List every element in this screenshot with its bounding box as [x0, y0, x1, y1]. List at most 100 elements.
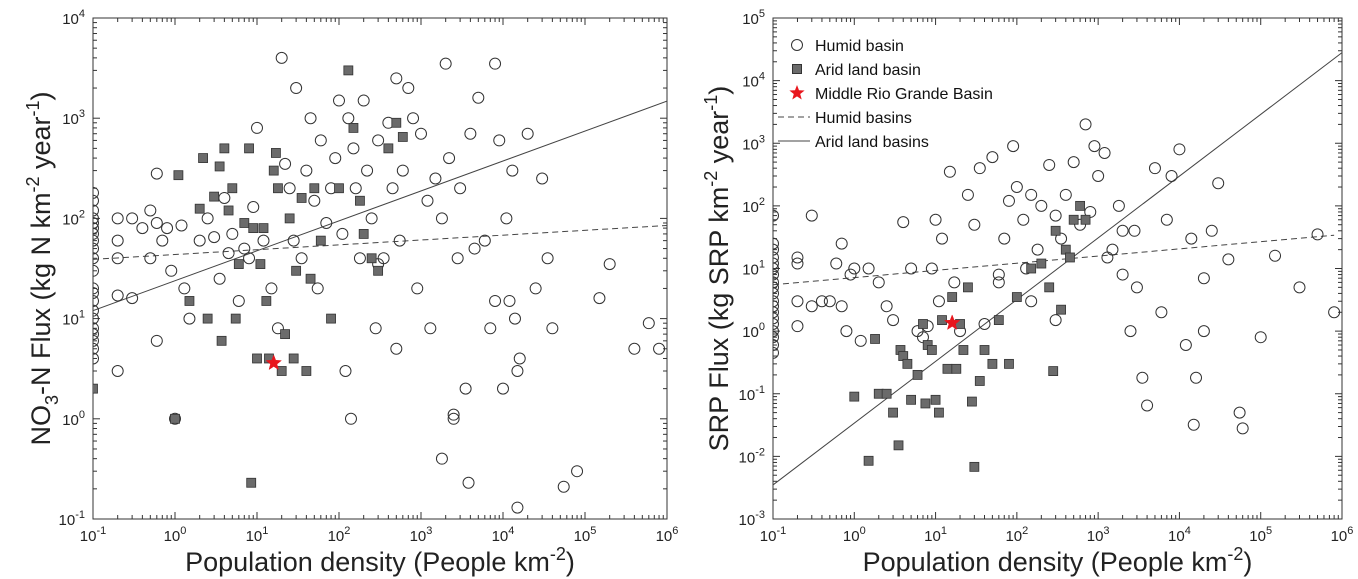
y-tick-label: 101	[62, 309, 85, 329]
humid-basin-point	[93, 252, 99, 265]
plot-frame	[92, 17, 668, 520]
x-tick-label: 10-1	[80, 525, 106, 545]
humid-basin-point	[283, 182, 296, 195]
arid-basin-point	[355, 195, 365, 206]
legend-label: Humid basins	[815, 110, 912, 127]
x-tick-label: 105	[1249, 525, 1272, 545]
humid-basin-point	[929, 213, 942, 226]
arid-basin-point	[1056, 304, 1066, 315]
srp-flux-panel: 10-1 100 101 102 103 104 105 106 10-3 10-2 10-1 100…	[701, 8, 1353, 577]
humid-basin-point	[791, 320, 804, 333]
humid-basin-point	[156, 234, 169, 247]
humid-basin-point	[830, 257, 843, 270]
humid-basin-point	[183, 312, 196, 325]
x-tick-label: 104	[1168, 525, 1191, 545]
arid-basin-point	[863, 455, 874, 466]
arid-basin-point	[958, 345, 969, 355]
humid-basin-point	[773, 209, 779, 222]
arid-basin-point	[223, 205, 234, 216]
arid-basin-point	[291, 265, 302, 276]
humid-basin-point	[447, 408, 460, 421]
humid-basin-point	[773, 312, 779, 325]
humid-basin-point	[557, 480, 570, 493]
humid-basin-point	[1190, 371, 1203, 384]
arid-basin-point	[1044, 282, 1055, 293]
humid-basin-point	[93, 264, 99, 277]
humid-basin-point	[773, 257, 779, 270]
legend-humid-marker	[791, 39, 803, 51]
humid-basin-point	[1106, 243, 1119, 256]
arid-basin-point	[246, 477, 257, 488]
humid-basin-point	[93, 222, 99, 235]
arid-basin-point	[1036, 258, 1047, 269]
y-tick-label: 10-3	[739, 509, 765, 529]
arid-basin-point	[305, 273, 316, 284]
arid-basin-point	[301, 366, 312, 376]
x-tick-label: 103	[410, 525, 433, 545]
humid-basin-point	[880, 300, 893, 313]
x-tick-label: 106	[656, 525, 679, 545]
humid-basin-point	[111, 234, 124, 247]
arid-basin-point	[214, 161, 225, 172]
humid-basin-point	[1185, 232, 1198, 245]
humid-basin-point	[275, 51, 288, 64]
arid-basin-point	[849, 391, 860, 402]
data-layer	[773, 52, 1342, 486]
y-tick-label: 101	[742, 259, 765, 279]
humid-basin-point	[247, 200, 260, 213]
middle-rio-grande-star	[265, 354, 283, 371]
arid-basin-point	[373, 265, 384, 276]
y-tick-label: 105	[742, 8, 765, 28]
humid-basin-point	[489, 57, 502, 70]
humid-basin-point	[226, 227, 239, 240]
humid-basin-point	[978, 317, 991, 330]
humid-basin-point	[1205, 224, 1218, 237]
humid-basin-point	[805, 209, 818, 222]
humid-basin-point	[1025, 188, 1038, 201]
humid-basin-point	[1049, 209, 1062, 222]
humid-basin-point	[1101, 251, 1114, 264]
arid-basin-point	[951, 363, 962, 374]
humid-basin-point	[451, 252, 464, 265]
humid-basin-point	[454, 182, 467, 195]
humid-basin-point	[773, 331, 779, 344]
humid-basin-point	[1112, 199, 1125, 212]
humid-basin-point	[218, 191, 231, 204]
humid-basin-point	[287, 234, 300, 247]
humid-basin-point	[1116, 268, 1129, 281]
humid-basin-point	[464, 127, 477, 140]
humid-basin-point	[415, 127, 427, 140]
humid-basin-point	[603, 258, 616, 271]
humid-basin-point	[111, 252, 124, 265]
arid-basin-point	[979, 345, 990, 355]
humid-basin-point	[257, 234, 270, 247]
humid-basin-point	[1155, 306, 1168, 319]
humid-basin-point	[484, 322, 497, 335]
arid-basin-point	[202, 313, 213, 324]
humid-basin-point	[1128, 224, 1141, 237]
humid-basin-point	[238, 242, 251, 255]
humid-basin-point	[201, 212, 214, 225]
humid-basin-point	[642, 317, 655, 330]
humid-basin-point	[805, 300, 818, 313]
humid-basin-point	[653, 342, 666, 355]
humid-basin-point	[844, 268, 857, 281]
humid-basin-point	[353, 252, 366, 265]
humid-basin-point	[773, 306, 779, 319]
axis-ticks	[772, 17, 1343, 520]
humid-basin-point	[1197, 325, 1210, 338]
humid-basin-point	[93, 216, 99, 229]
humid-basin-point	[361, 164, 374, 177]
arid-basin-point	[391, 117, 402, 128]
arid-basin-point	[209, 191, 220, 202]
humid-basin-point	[304, 112, 317, 125]
humid-basin-point	[150, 167, 163, 180]
humid-basin-point	[243, 252, 256, 265]
humid-basin-point	[773, 339, 779, 352]
humid-basin-point	[497, 382, 509, 395]
humid-basin-point	[1067, 156, 1080, 169]
x-tick-label: 100	[164, 525, 187, 545]
humid-basin-point	[1311, 228, 1324, 241]
y-tick-label: 102	[742, 196, 765, 216]
x-tick-label: 105	[574, 525, 597, 545]
